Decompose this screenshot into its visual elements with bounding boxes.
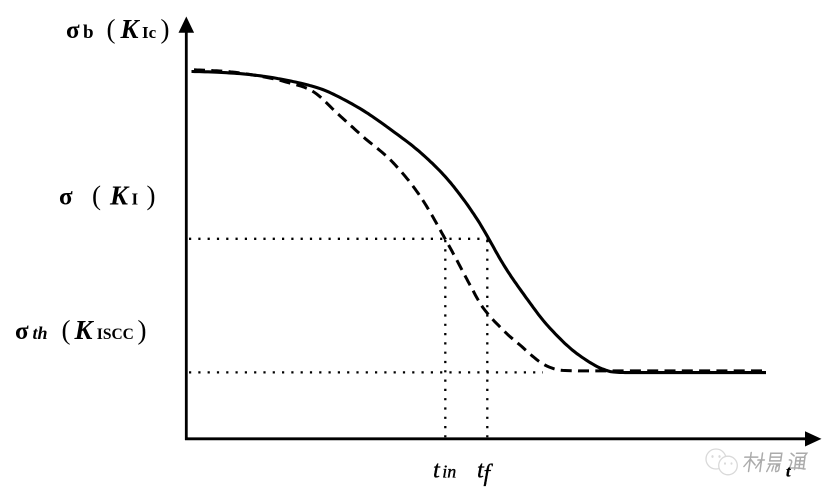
svg-text:t: t [786,464,791,481]
svg-text:Ic: Ic [142,23,157,42]
svg-text:I: I [132,189,139,208]
svg-text:(: ( [92,180,101,210]
svg-text:t: t [477,457,485,484]
svg-text:σ: σ [15,318,29,345]
svg-text:(: ( [62,315,71,345]
svg-text:σ: σ [59,183,73,210]
svg-text:): ) [138,315,147,345]
svg-text:): ) [161,14,170,44]
svg-text:ISCC: ISCC [97,326,134,343]
svg-text:σ: σ [66,17,80,44]
svg-text:in: in [442,462,456,482]
svg-text:K: K [120,14,141,44]
svg-text:K: K [109,180,130,210]
svg-text:b: b [83,22,94,43]
svg-text:(: ( [107,14,116,44]
svg-text:): ) [147,180,156,210]
svg-text:th: th [33,323,48,343]
svg-text:t: t [433,457,441,484]
svg-text:K: K [74,315,95,345]
svg-text:f: f [484,461,494,487]
